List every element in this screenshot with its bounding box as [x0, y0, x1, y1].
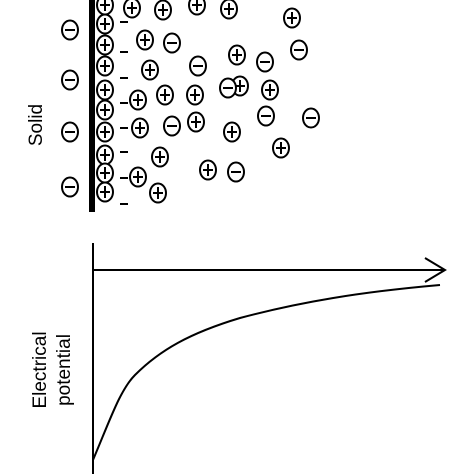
anion	[189, 55, 207, 77]
anion	[302, 107, 320, 129]
cation	[96, 99, 114, 121]
cation	[131, 117, 149, 139]
anion	[61, 19, 79, 41]
cation	[186, 84, 204, 106]
ions	[61, 0, 320, 205]
cation	[136, 29, 154, 51]
cation	[96, 162, 114, 184]
cation	[156, 84, 174, 106]
anion	[61, 69, 79, 91]
anion	[256, 51, 274, 73]
cation	[283, 7, 301, 29]
cation	[129, 89, 147, 111]
cation	[96, 181, 114, 203]
anion	[290, 39, 308, 61]
cation	[96, 13, 114, 35]
anion	[163, 115, 181, 137]
cation	[188, 0, 206, 16]
cation	[223, 121, 241, 143]
cation	[96, 0, 114, 16]
cation	[272, 137, 290, 159]
solid-label: Solid	[26, 104, 47, 146]
anion	[61, 176, 79, 198]
potential-label: potential	[54, 334, 75, 406]
anion	[257, 105, 275, 127]
cation	[96, 79, 114, 101]
cation	[149, 182, 167, 204]
cation	[199, 159, 217, 181]
cation	[96, 34, 114, 56]
cation	[220, 0, 238, 20]
cation	[187, 111, 205, 133]
anion	[227, 161, 245, 183]
cation	[261, 79, 279, 101]
anion	[219, 77, 237, 99]
cation	[129, 166, 147, 188]
anion	[163, 32, 181, 54]
cation	[96, 144, 114, 166]
cation	[141, 59, 159, 81]
cation	[228, 44, 246, 66]
cation	[151, 146, 169, 168]
anion	[61, 121, 79, 143]
cation	[96, 55, 114, 77]
arrow-head	[424, 257, 447, 283]
cation	[96, 121, 114, 143]
potential-curve	[92, 284, 441, 461]
cation	[154, 0, 172, 21]
potential-label: Electrical	[30, 331, 51, 408]
cation	[123, 0, 141, 19]
